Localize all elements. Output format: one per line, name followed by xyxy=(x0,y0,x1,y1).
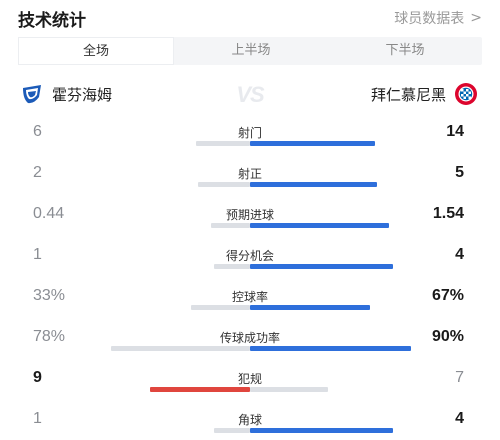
tab-first-half[interactable]: 上半场 xyxy=(231,43,271,58)
stat-label: 得分机会 xyxy=(225,249,275,263)
stat-home-value: 2 xyxy=(33,164,42,181)
stat-home-value: 78% xyxy=(33,328,66,345)
away-team[interactable]: 拜仁慕尼黑 xyxy=(371,78,478,110)
page-title: 技术统计 xyxy=(18,10,86,31)
stat-home-bar xyxy=(214,428,250,433)
stat-away-value: 1.54 xyxy=(432,205,464,222)
teams-row: 霍芬海姆 VS 拜仁慕尼黑 xyxy=(18,78,482,110)
home-team-name: 霍芬海姆 xyxy=(52,85,113,104)
stat-home-value: 9 xyxy=(33,369,42,386)
stat-label: 犯规 xyxy=(237,372,263,386)
stats-header: 技术统计 球员数据表 > xyxy=(18,6,482,31)
stat-away-bar xyxy=(250,223,389,228)
stat-home-value: 0.44 xyxy=(33,205,65,222)
stat-row: 0.44 预期进球 1.54 xyxy=(0,192,500,233)
stat-home-bar xyxy=(211,223,250,228)
stat-away-value: 5 xyxy=(455,164,464,181)
tab-second-half[interactable]: 下半场 xyxy=(385,43,425,58)
stat-label: 控球率 xyxy=(231,290,269,304)
stat-label: 角球 xyxy=(237,413,263,427)
stat-home-value: 1 xyxy=(33,410,42,427)
stat-row: 1 得分机会 4 xyxy=(0,233,500,274)
stat-away-bar xyxy=(250,141,375,146)
stat-away-value: 4 xyxy=(455,410,464,427)
stat-home-value: 6 xyxy=(33,123,42,140)
stat-home-bar xyxy=(191,305,250,310)
vs-mark: VS xyxy=(236,82,264,107)
hoffenheim-logo-icon xyxy=(23,85,41,104)
stat-away-bar xyxy=(250,387,328,392)
stat-home-bar xyxy=(111,346,250,351)
stat-home-bar xyxy=(196,141,250,146)
stat-away-bar xyxy=(250,182,377,187)
tab-full-match[interactable]: 全场 xyxy=(18,37,174,65)
stat-away-bar xyxy=(250,264,393,269)
stat-away-bar xyxy=(250,346,411,351)
stat-away-value: 7 xyxy=(455,369,464,386)
stat-away-value: 67% xyxy=(431,287,464,304)
stat-row: 2 射正 5 xyxy=(0,151,500,192)
stat-home-bar xyxy=(150,387,250,392)
player-stats-link-label: 球员数据表 xyxy=(394,11,465,27)
stat-home-value: 1 xyxy=(33,246,42,263)
home-team[interactable]: 霍芬海姆 xyxy=(20,78,112,110)
stats-list: 6 射门 14 2 射正 5 0.44 预期进球 1.54 1 得分机会 4 33% 控球率 67% 78% 传… xyxy=(0,110,500,438)
away-team-name: 拜仁慕尼黑 xyxy=(370,85,446,104)
stat-row: 78% 传球成功率 90% xyxy=(0,315,500,356)
stat-row: 1 角球 4 xyxy=(0,397,500,438)
stat-away-value: 14 xyxy=(446,123,464,140)
stat-label: 射正 xyxy=(237,167,263,181)
stat-home-bar xyxy=(198,182,250,187)
stat-away-bar xyxy=(250,305,370,310)
stat-row: 6 射门 14 xyxy=(0,110,500,151)
stat-away-value: 90% xyxy=(431,328,464,345)
stat-label: 预期进球 xyxy=(225,208,275,222)
stat-row: 33% 控球率 67% xyxy=(0,274,500,315)
stat-label: 射门 xyxy=(237,126,263,140)
stat-label: 传球成功率 xyxy=(219,331,281,345)
bayern-logo-icon xyxy=(455,83,477,105)
stat-home-bar xyxy=(214,264,250,269)
stat-row: 9 犯规 7 xyxy=(0,356,500,397)
period-tabs: 全场 上半场 下半场 xyxy=(18,37,482,65)
stat-away-bar xyxy=(250,428,393,433)
chevron-right-icon: > xyxy=(470,10,482,26)
stat-away-value: 4 xyxy=(455,246,464,263)
player-stats-link[interactable]: 球员数据表 > xyxy=(394,8,482,28)
stat-home-value: 33% xyxy=(33,287,66,304)
